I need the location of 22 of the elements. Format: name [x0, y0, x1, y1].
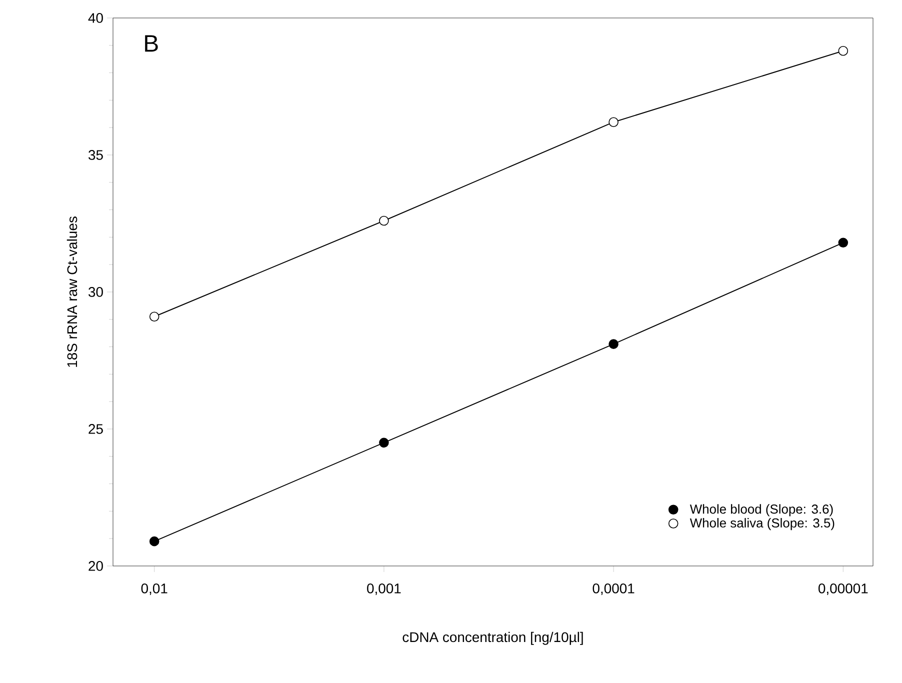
point	[838, 46, 848, 56]
x-axis-title: cDNA concentration [ng/10µl]	[402, 632, 583, 645]
x-tick-label: 0,0001	[592, 583, 634, 596]
point	[379, 216, 389, 226]
point	[608, 339, 618, 349]
annotation: B	[145, 35, 158, 52]
y-tick-label: 35	[88, 150, 103, 160]
y-tick-label: 20	[88, 561, 103, 571]
point	[149, 312, 160, 322]
point	[608, 117, 618, 127]
x-tick-label: 0,01	[141, 583, 168, 596]
point	[838, 238, 848, 248]
legend-label: Whole saliva (Slope: 3.5)	[690, 518, 834, 530]
x-tick-label: 0,00001	[818, 583, 868, 596]
legend-label: Whole blood (Slope: 3.6)	[690, 504, 833, 516]
point	[149, 536, 160, 546]
x-tick-label: 0,001	[367, 583, 401, 596]
y-axis-title: 18S rRNA raw Ct-values	[66, 216, 78, 367]
y-tick-label: 30	[88, 287, 103, 297]
point	[379, 438, 389, 448]
y-tick-label: 25	[88, 424, 103, 434]
y-tick-label: 40	[88, 13, 103, 23]
